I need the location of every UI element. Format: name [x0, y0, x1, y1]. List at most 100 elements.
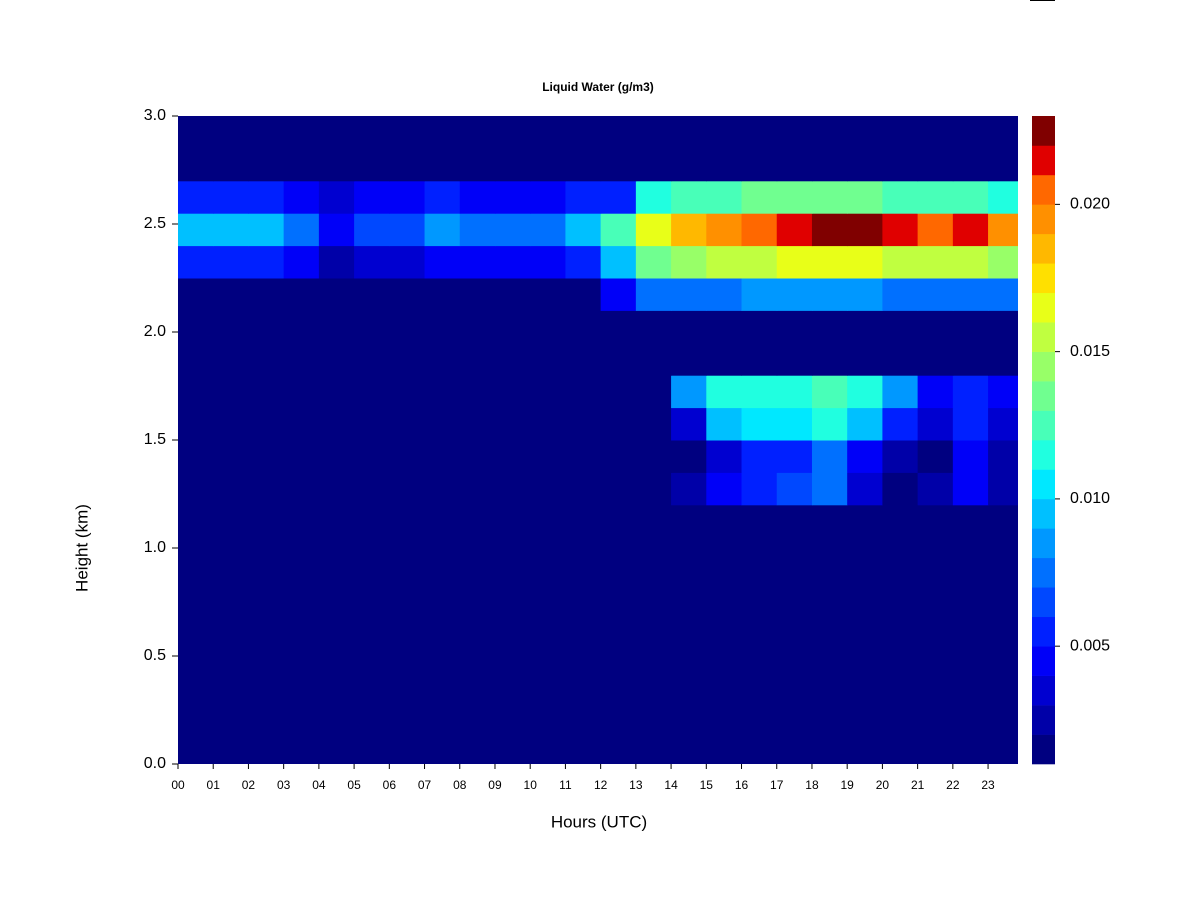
heat-cell	[494, 245, 531, 279]
heat-cell	[178, 213, 214, 247]
heat-cell	[811, 278, 848, 311]
heat-cell	[424, 699, 461, 733]
heat-cell	[530, 375, 566, 409]
heat-cell	[424, 634, 461, 668]
colorbar-band	[1032, 469, 1055, 500]
heat-cell	[811, 731, 848, 764]
heat-cell	[741, 634, 778, 668]
heat-cell	[882, 731, 919, 764]
heat-cell	[459, 407, 496, 441]
heat-cell	[354, 375, 390, 409]
heat-cell	[213, 180, 249, 214]
heat-cell	[494, 472, 531, 506]
heat-cell	[248, 245, 285, 279]
x-tick-label: 22	[946, 778, 960, 792]
heat-cell	[671, 731, 707, 764]
x-tick-label: 14	[664, 778, 678, 792]
heat-cell	[847, 148, 883, 182]
colorbar-tick-label: 0.005	[1070, 637, 1110, 654]
colorbar-band	[1032, 263, 1055, 294]
heat-cell	[178, 699, 214, 733]
heat-cell	[741, 699, 778, 733]
heat-cell	[248, 180, 285, 214]
heat-cell	[917, 375, 954, 409]
heat-cell	[882, 699, 919, 733]
heat-cell	[178, 440, 214, 473]
heat-cell	[459, 699, 496, 733]
heat-cell	[988, 666, 1018, 700]
heat-cell	[952, 116, 989, 149]
heat-cell	[389, 278, 426, 311]
heat-cell	[706, 440, 743, 473]
heat-cell	[952, 569, 989, 603]
heat-cell	[847, 731, 883, 764]
heat-cell	[671, 569, 707, 603]
heat-cell	[565, 666, 602, 700]
heat-cell	[811, 148, 848, 182]
heat-cell	[565, 602, 602, 635]
colorbar-band	[1032, 646, 1055, 676]
y-tick-label: 2.0	[144, 323, 166, 340]
heat-cell	[178, 375, 214, 409]
heat-cell	[882, 602, 919, 635]
heat-cell	[600, 699, 637, 733]
heat-cell	[248, 634, 285, 668]
heat-cell	[952, 245, 989, 279]
heat-cell	[389, 213, 426, 247]
heat-cell	[424, 213, 461, 247]
heat-cell	[178, 472, 214, 506]
heat-cell	[213, 731, 249, 764]
heat-cell	[530, 310, 566, 344]
x-tick-label: 00	[171, 778, 185, 792]
heat-cell	[530, 504, 566, 538]
heat-cell	[248, 213, 285, 247]
heat-cell	[917, 699, 954, 733]
heat-cell	[318, 213, 355, 247]
heat-cell	[988, 310, 1018, 344]
x-tick-label: 11	[559, 778, 572, 792]
heat-cell	[741, 245, 778, 279]
heat-cell	[248, 440, 285, 473]
heat-cell	[776, 180, 813, 214]
heat-cell	[988, 699, 1018, 733]
x-tick-label: 18	[805, 778, 819, 792]
heat-cell	[706, 278, 743, 311]
heat-cell	[283, 731, 320, 764]
heat-cell	[811, 602, 848, 635]
heat-cell	[671, 472, 707, 506]
heat-cell	[424, 504, 461, 538]
heat-cell	[424, 375, 461, 409]
heat-cell	[248, 472, 285, 506]
heat-cell	[248, 602, 285, 635]
y-tick-label: 1.0	[144, 539, 166, 556]
heat-cell	[178, 666, 214, 700]
heat-cell	[283, 569, 320, 603]
heat-cell	[706, 634, 743, 668]
heat-cell	[530, 666, 566, 700]
heat-cell	[424, 148, 461, 182]
heat-cell	[565, 180, 602, 214]
heat-cell	[318, 116, 355, 149]
y-tick-label: 0.0	[144, 755, 166, 772]
heat-cell	[530, 472, 566, 506]
heat-cell	[952, 180, 989, 214]
heat-cell	[882, 504, 919, 538]
heat-cell	[494, 180, 531, 214]
heat-cell	[952, 472, 989, 506]
heat-cell	[424, 310, 461, 344]
heat-cell	[213, 375, 249, 409]
heat-cell	[706, 245, 743, 279]
heat-cell	[318, 245, 355, 279]
heat-cell	[354, 569, 390, 603]
heat-cell	[565, 342, 602, 376]
heat-cell	[248, 278, 285, 311]
heat-cell	[776, 407, 813, 441]
heat-cell	[988, 634, 1018, 668]
heat-cell	[776, 213, 813, 247]
heat-cell	[530, 602, 566, 635]
heat-cell	[565, 245, 602, 279]
heat-cell	[600, 602, 637, 635]
heat-cell	[988, 537, 1018, 571]
heat-cell	[776, 278, 813, 311]
heat-cell	[459, 213, 496, 247]
